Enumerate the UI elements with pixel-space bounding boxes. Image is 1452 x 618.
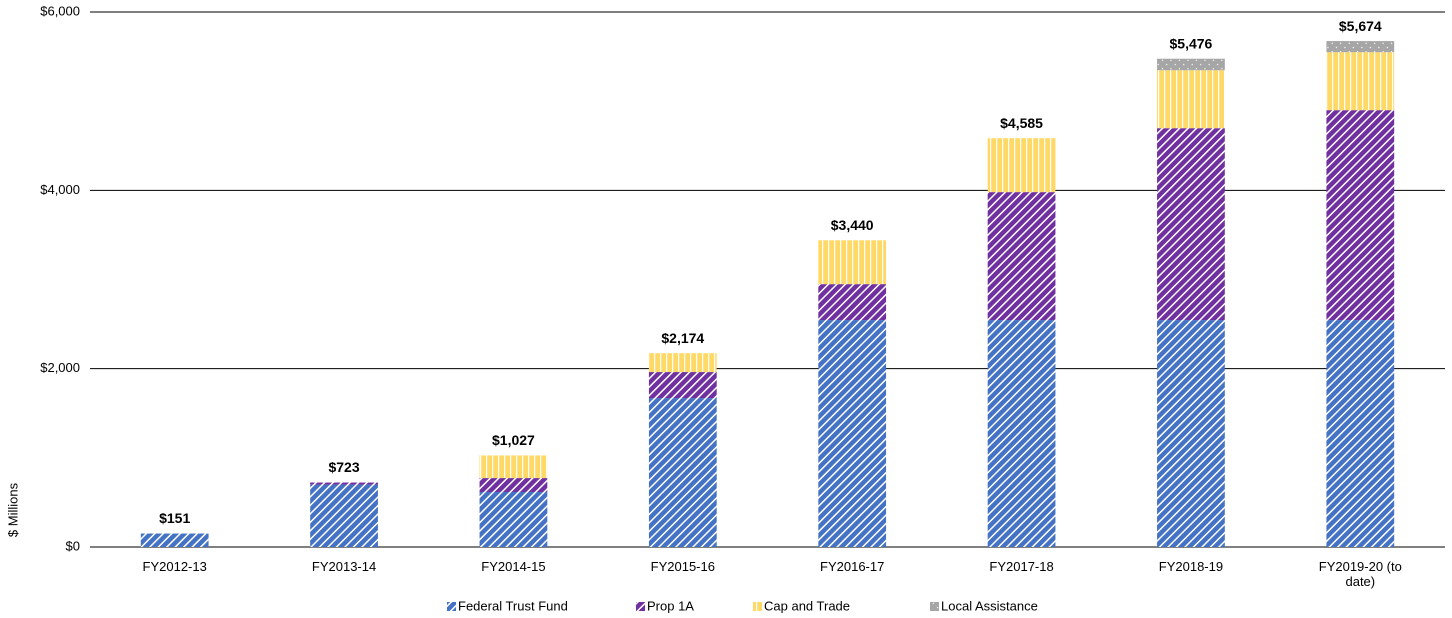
legend-swatch [636,602,645,611]
total-label: $1,027 [492,432,535,448]
bar-segment [1157,70,1225,129]
total-label: $2,174 [661,330,704,346]
bar-segment [479,455,548,479]
total-label: $3,440 [831,217,874,233]
bar-segment [987,192,1056,321]
bar-segment [987,320,1056,547]
bar-segment [1326,52,1395,111]
bar-segment [140,533,209,547]
x-tick-label: FY2014-15 [481,559,546,574]
x-tick-label: FY2019-20 (to date) [1318,559,1402,589]
legend-label: Prop 1A [647,598,694,613]
legend-label: Federal Trust Fund [458,598,568,613]
legend-swatch [753,602,762,611]
bar-segment [987,138,1056,193]
total-label: $151 [159,510,190,526]
total-label: $5,674 [1339,18,1382,34]
x-tick-label: FY2012-13 [142,559,207,574]
bar-segment [479,478,548,492]
y-tick-label: $2,000 [40,360,80,375]
bar-segment [818,320,887,547]
bar-segment [648,372,717,399]
bar-segment [818,284,887,321]
x-tick-label: FY2017-18 [989,559,1054,574]
legend-label: Cap and Trade [764,598,850,613]
bar-segment [648,398,717,547]
total-label: $5,476 [1170,35,1213,51]
bar-segment [818,240,887,285]
total-label: $723 [328,459,359,475]
total-label: $4,585 [1000,115,1043,131]
x-tick-label: FY2013-14 [311,559,377,574]
bar-segment [1326,41,1395,53]
bar-segment [1326,110,1395,321]
bar-segment [479,491,548,547]
y-axis-label: $ Millions [5,482,20,537]
y-tick-label: $0 [66,538,80,553]
bar-segment [1326,320,1395,547]
legend-swatch [930,602,939,611]
bar-segment [310,482,378,485]
x-tick-label: FY2018-19 [1158,559,1224,574]
legend-label: Local Assistance [941,598,1038,613]
y-tick-label: $4,000 [40,182,80,197]
x-tick-label: FY2016-17 [820,559,885,574]
bar-segment [648,353,717,373]
x-tick-label: FY2015-16 [650,559,715,574]
bar-segment [1157,320,1225,547]
y-tick-label: $6,000 [40,3,80,18]
bar-segment [1157,128,1225,321]
bar-segment [1157,58,1225,71]
legend-swatch [447,602,456,611]
bar-segment [310,484,378,547]
